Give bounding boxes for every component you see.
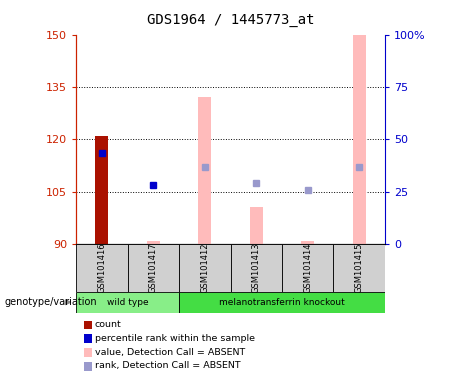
Text: count: count bbox=[95, 320, 121, 329]
Text: wild type: wild type bbox=[107, 298, 148, 307]
Text: GSM101414: GSM101414 bbox=[303, 243, 312, 293]
Text: melanotransferrin knockout: melanotransferrin knockout bbox=[219, 298, 345, 307]
Bar bbox=[333, 244, 385, 292]
Text: GSM101412: GSM101412 bbox=[200, 243, 209, 293]
Text: percentile rank within the sample: percentile rank within the sample bbox=[95, 334, 254, 343]
Bar bbox=[230, 244, 282, 292]
Text: GSM101413: GSM101413 bbox=[252, 243, 261, 293]
Bar bbox=[84, 334, 92, 343]
Bar bbox=[250, 207, 263, 244]
Bar bbox=[179, 244, 230, 292]
Bar bbox=[95, 136, 108, 244]
Bar bbox=[301, 242, 314, 244]
Text: GSM101415: GSM101415 bbox=[355, 243, 364, 293]
Text: rank, Detection Call = ABSENT: rank, Detection Call = ABSENT bbox=[95, 361, 240, 371]
Text: genotype/variation: genotype/variation bbox=[5, 297, 97, 307]
Bar bbox=[76, 292, 179, 313]
Bar bbox=[84, 362, 92, 371]
Bar bbox=[76, 244, 128, 292]
Text: value, Detection Call = ABSENT: value, Detection Call = ABSENT bbox=[95, 348, 245, 357]
Bar bbox=[84, 348, 92, 357]
Bar bbox=[198, 98, 211, 244]
Bar bbox=[128, 244, 179, 292]
Bar bbox=[353, 35, 366, 244]
Bar bbox=[282, 244, 333, 292]
Bar bbox=[84, 321, 92, 329]
Text: GSM101416: GSM101416 bbox=[97, 243, 106, 293]
Text: GDS1964 / 1445773_at: GDS1964 / 1445773_at bbox=[147, 13, 314, 27]
Bar bbox=[179, 292, 385, 313]
Text: GSM101417: GSM101417 bbox=[149, 243, 158, 293]
Bar bbox=[147, 242, 160, 244]
